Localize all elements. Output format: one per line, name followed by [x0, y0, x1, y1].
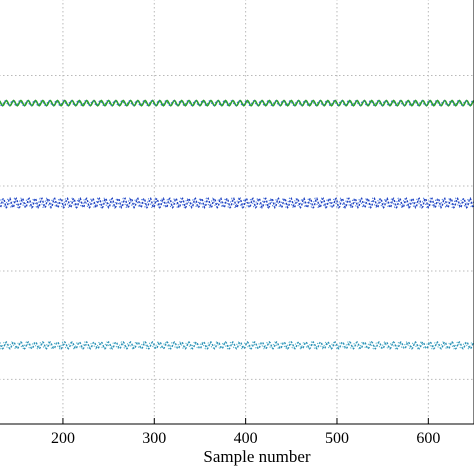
series-line-1 [0, 99, 474, 107]
x-tick-label: 500 [325, 430, 349, 447]
x-tick-label: 200 [51, 430, 75, 447]
series-line-3 [0, 340, 474, 350]
x-tick-label: 600 [416, 430, 440, 447]
series-line-3 [0, 341, 474, 350]
series-line-2 [0, 197, 474, 208]
x-tick-label: 400 [234, 430, 258, 447]
plot-frame [0, 0, 474, 425]
x-tick-label: 300 [142, 430, 166, 447]
grid-lines [0, 0, 474, 424]
x-axis-label: Sample number [203, 447, 311, 466]
x-axis-ticks: 200 300 400 500 600 [51, 418, 440, 447]
series-lines [0, 99, 474, 350]
series-line-2 [0, 197, 474, 209]
